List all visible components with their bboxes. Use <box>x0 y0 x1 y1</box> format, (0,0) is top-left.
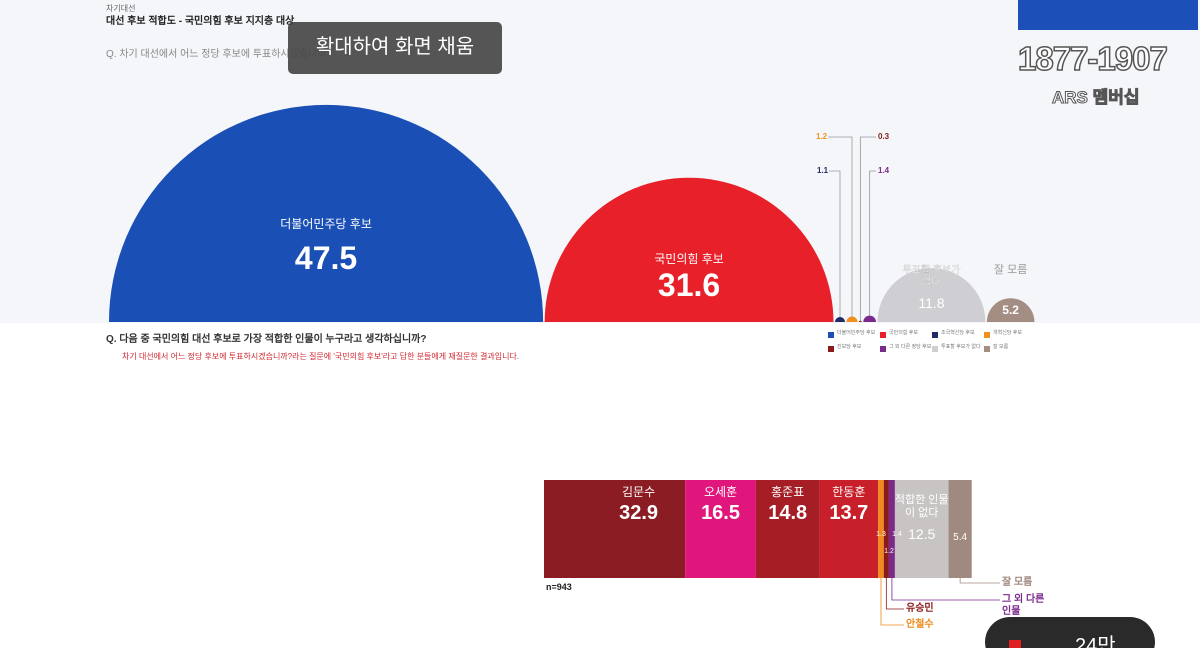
leader-line <box>885 578 904 610</box>
leader-line <box>959 578 1000 584</box>
phone-number: 1877-1907 <box>1017 39 1168 77</box>
segment-name: 잘 모름 <box>993 264 1028 277</box>
semicircle <box>986 298 1035 322</box>
leader-line <box>891 578 1000 601</box>
legend-label: 투표할 후보가 없다 <box>941 344 981 350</box>
value-label: 14.8 <box>768 502 808 524</box>
legend-label: 조국혁신당 후보 <box>941 330 975 336</box>
live-icon <box>1009 640 1021 648</box>
legend-swatch <box>880 332 886 338</box>
legend-swatch <box>932 332 938 338</box>
legend-label: 더불어민주당 후보 <box>837 330 876 336</box>
segment-name: 더불어민주당 후보 <box>280 216 372 231</box>
semicircle <box>544 177 834 322</box>
viewer-badge[interactable]: 24만 <box>985 617 1155 648</box>
leader-line <box>828 136 853 317</box>
legend-swatch <box>828 332 834 338</box>
segment-name: 오세훈 <box>703 485 738 499</box>
value-label: 1.2 <box>884 548 894 555</box>
value-label: 12.5 <box>908 526 936 542</box>
segment-name: 한동훈 <box>832 485 866 499</box>
viewer-count: 24만 <box>1075 635 1116 648</box>
value-label: 32.9 <box>619 502 659 524</box>
value-label: 13.7 <box>829 502 869 524</box>
value-label: 1.4 <box>892 531 902 538</box>
segment-name: 홍준표 <box>771 485 805 499</box>
kicker: 차기대선 <box>106 4 136 13</box>
semicircle <box>834 316 846 322</box>
header-title: 대선 후보 적합도 - 국민의힘 후보 지지층 대상 <box>106 16 295 27</box>
leader-line <box>859 136 876 321</box>
legend-swatch <box>932 346 938 352</box>
value-label: 5.4 <box>953 532 968 543</box>
value-label: 31.6 <box>657 267 721 304</box>
leader-line <box>880 578 904 626</box>
sample-size: n=943 <box>546 582 572 592</box>
legend-swatch <box>984 346 990 352</box>
toast: 확대하여 화면 채움 <box>288 22 502 74</box>
segment-name: 안철수 <box>906 619 934 630</box>
channel-logo <box>1018 0 1198 30</box>
segment-name: 적합한 인물이 없다 <box>894 494 949 519</box>
value-label: 11.8 <box>918 295 945 312</box>
value-label: 47.5 <box>294 239 358 276</box>
segment-name: 잘 모름 <box>1002 577 1033 588</box>
question-2: Q. 다음 중 국민의힘 대선 후보로 가장 적합한 인물이 누구라고 생각하십… <box>106 334 427 345</box>
semicircle <box>877 268 986 322</box>
bar-segment <box>948 480 972 578</box>
segment-name: 국민의힘 후보 <box>654 251 724 266</box>
legend-label: 국민의힘 후보 <box>889 330 918 336</box>
segment-name: 그 외 다른인물 <box>1002 594 1045 617</box>
question-note: 차기 대선에서 어느 정당 후보에 투표하시겠습니까?라는 질문에 '국민의힘 … <box>122 352 520 361</box>
bar-segment <box>544 480 686 578</box>
legend-swatch <box>828 346 834 352</box>
value-label: 1.2 <box>816 132 828 141</box>
value-label: 0.3 <box>878 132 890 141</box>
question-1: Q. 차기 대선에서 어느 정당 후보에 투표하시겠습니까? <box>106 49 332 60</box>
leader-line <box>869 170 876 316</box>
semicircle <box>863 315 877 322</box>
legend-label: 그 외 다른 정당 후보 <box>889 344 932 350</box>
bar-segment <box>819 480 879 578</box>
bar-segment <box>878 480 884 578</box>
segment-name: 유승민 <box>906 603 934 614</box>
legend-label: 진보당 후보 <box>837 344 862 350</box>
toast-text: 확대하여 화면 채움 <box>315 36 475 58</box>
semicircle <box>858 320 862 322</box>
value-label: 1.4 <box>878 166 890 175</box>
bar-segment <box>888 480 895 578</box>
segment-name: 투표할 후보가 없다 <box>902 265 961 288</box>
segment-name: 김문수 <box>622 485 656 499</box>
semicircle <box>846 316 858 322</box>
legend-swatch <box>984 332 990 338</box>
value-label: 5.2 <box>1002 303 1019 318</box>
leader-line <box>829 170 841 317</box>
semicircle <box>109 104 544 323</box>
bar-segment <box>894 480 949 578</box>
legend-swatch <box>880 346 886 352</box>
bar-segment <box>883 480 889 578</box>
value-label: 1.1 <box>817 166 829 175</box>
channel-label: ARS 멤버십 <box>1052 88 1141 108</box>
value-label: 16.5 <box>701 502 740 524</box>
bar-segment <box>755 480 820 578</box>
value-label: 1.3 <box>876 531 886 538</box>
legend-label: 개혁신당 후보 <box>993 330 1022 336</box>
bar-segment <box>685 480 756 578</box>
legend-label: 잘 모름 <box>993 344 1009 350</box>
